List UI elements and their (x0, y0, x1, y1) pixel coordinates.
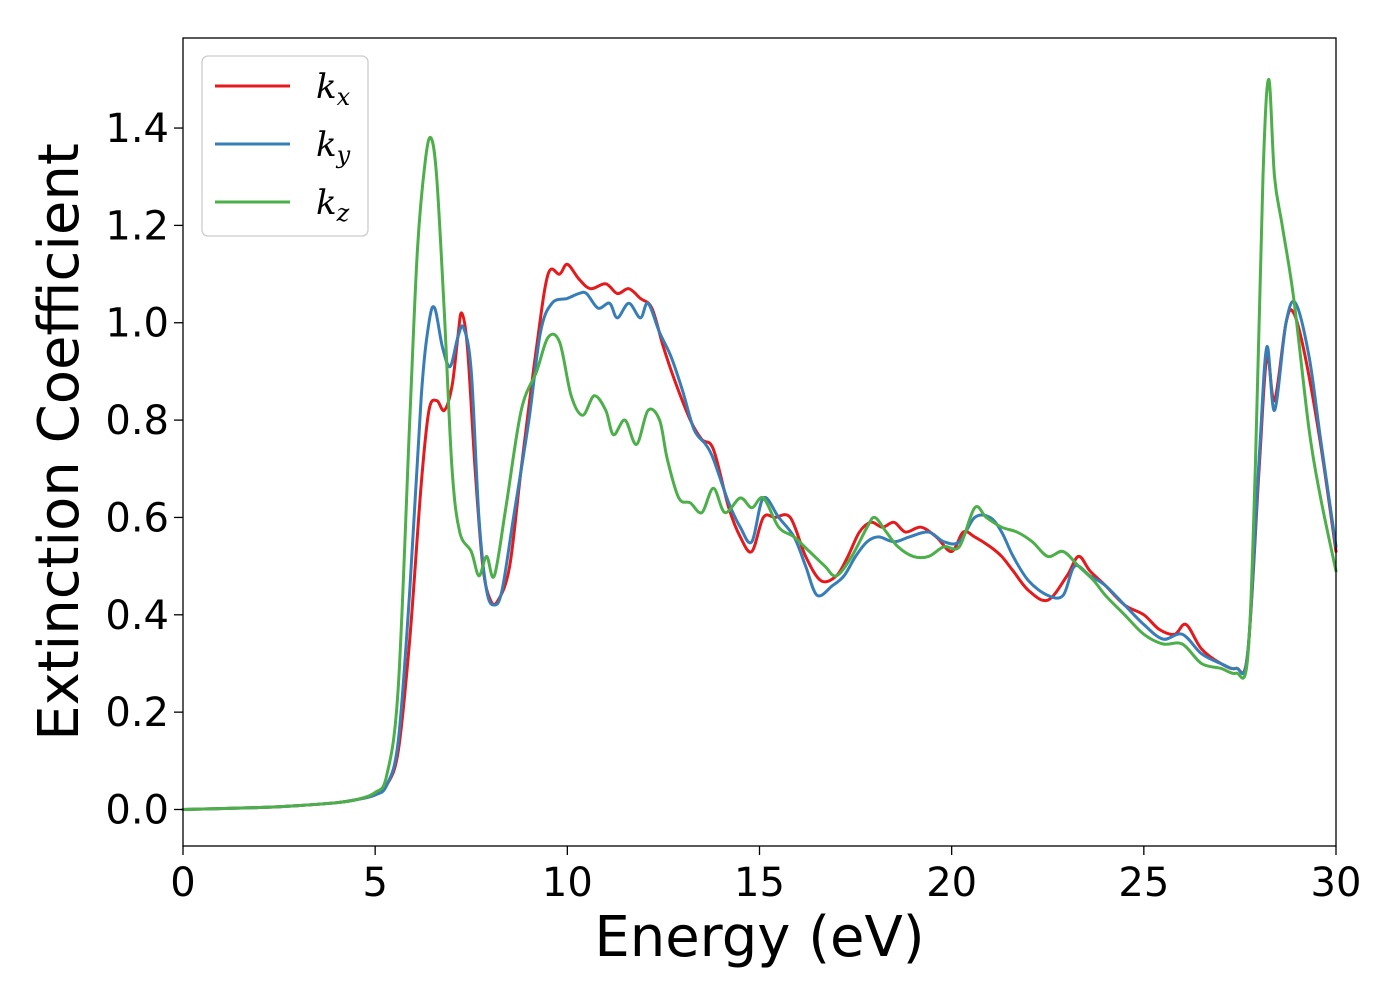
x-axis-label: Energy (eV) (594, 905, 924, 970)
y-axis-ticks: 0.0 0.2 0.4 0.6 0.8 1.0 1.2 1.4 (105, 106, 183, 833)
x-axis-ticks: 0 5 10 15 20 25 30 (170, 846, 1361, 906)
y-tick-label: 0.0 (105, 787, 169, 833)
y-tick-label: 0.4 (105, 593, 169, 639)
y-tick-label: 0.8 (105, 398, 169, 444)
plot-area (183, 38, 1336, 846)
x-tick-label: 15 (734, 860, 785, 906)
y-tick-label: 0.6 (105, 495, 169, 541)
x-tick-label: 20 (926, 860, 977, 906)
series-line-ky (181, 290, 1338, 811)
x-tick-label: 30 (1311, 860, 1362, 906)
x-tick-label: 10 (542, 860, 593, 906)
y-axis-label: Extinction Coefficient (27, 143, 92, 741)
y-tick-label: 0.2 (105, 690, 169, 736)
x-tick-label: 25 (1118, 860, 1169, 906)
series-layer (181, 77, 1338, 811)
x-tick-label: 5 (362, 860, 387, 906)
y-tick-label: 1.4 (105, 106, 169, 152)
x-tick-label: 0 (170, 860, 195, 906)
y-tick-label: 1.2 (105, 203, 169, 249)
legend-label-ky: ky (316, 125, 351, 169)
y-tick-label: 1.0 (105, 301, 169, 347)
series-line-kz (181, 77, 1338, 811)
legend-box (201, 55, 369, 237)
